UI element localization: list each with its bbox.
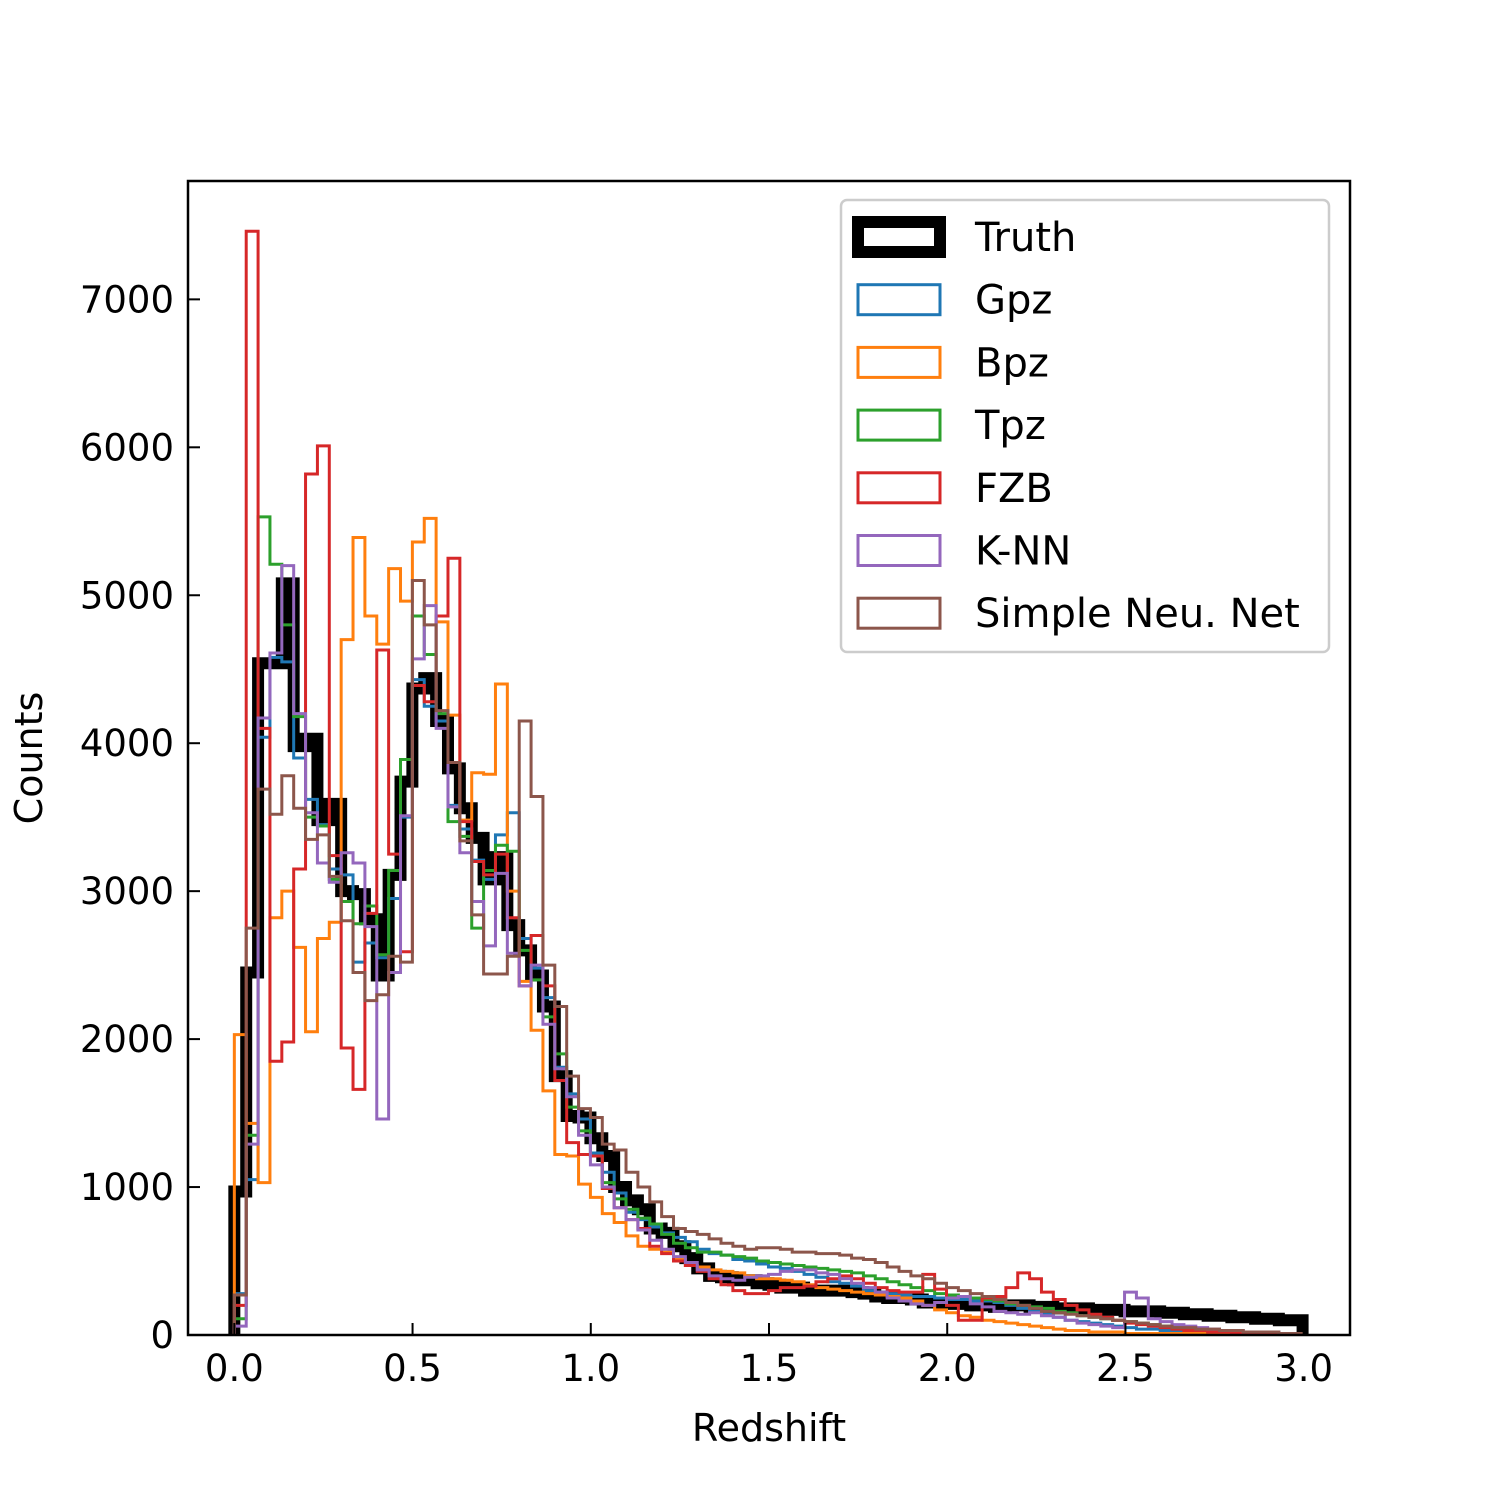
y-axis: 0 1000 2000 3000 4000 5000 6000 7000: [80, 278, 200, 1357]
y-tick-label: 1000: [80, 1166, 174, 1209]
y-tick-label: 5000: [80, 574, 174, 617]
legend-label-gpz: Gpz: [975, 278, 1052, 324]
series-truth-histogram: [228, 577, 1309, 1335]
legend-swatch-tpz: [856, 408, 942, 442]
legend-swatch-fzb: [856, 471, 942, 505]
legend-label-fzb: FZB: [975, 466, 1053, 512]
x-axis: 0.0 0.5 1.0 1.5 2.0 2.5 3.0: [205, 1323, 1333, 1390]
y-tick-label: 0: [150, 1314, 174, 1357]
y-axis-label: Counts: [7, 692, 51, 825]
legend: Truth Gpz Bpz Tpz FZB K-NN Simple Neu. Net: [839, 198, 1331, 654]
series-simple-neu-net-histogram: [232, 578, 1305, 1336]
x-tick-label: 3.0: [1274, 1347, 1333, 1390]
legend-swatch-gpz: [856, 283, 942, 317]
legend-label-tpz: Tpz: [974, 403, 1046, 449]
x-tick-label: 2.5: [1096, 1347, 1155, 1390]
legend-box: [839, 198, 1331, 654]
x-tick-label: 2.0: [918, 1347, 977, 1390]
x-tick-label: 0.0: [205, 1347, 264, 1390]
series-bpz-histogram: [232, 516, 1305, 1336]
y-tick-label: 6000: [80, 426, 174, 469]
legend-items: Truth Gpz Bpz Tpz FZB K-NN Simple Neu. Net: [852, 215, 1300, 637]
y-tick-label: 3000: [80, 870, 174, 913]
legend-label-bpz: Bpz: [975, 340, 1049, 386]
x-axis-label: Redshift: [692, 1406, 846, 1450]
legend-label-simple-neu-net: Simple Neu. Net: [975, 591, 1300, 637]
x-tick-label: 1.0: [561, 1347, 620, 1390]
series-gpz-histogram: [232, 655, 1305, 1336]
legend-swatch-truth: [852, 216, 946, 258]
legend-label-truth: Truth: [974, 215, 1076, 261]
y-tick-label: 2000: [80, 1018, 174, 1061]
series-layer: [228, 229, 1309, 1336]
legend-swatch-k-nn: [856, 534, 942, 567]
y-tick-label: 7000: [80, 278, 174, 321]
legend-swatch-bpz: [856, 345, 942, 379]
y-tick-label: 4000: [80, 722, 174, 765]
legend-label-k-nn: K-NN: [975, 529, 1071, 575]
legend-swatch-simple-neu-net: [856, 596, 942, 630]
x-tick-label: 0.5: [383, 1347, 442, 1390]
x-tick-label: 1.5: [740, 1347, 799, 1390]
series-k-nn-histogram: [232, 564, 1305, 1336]
